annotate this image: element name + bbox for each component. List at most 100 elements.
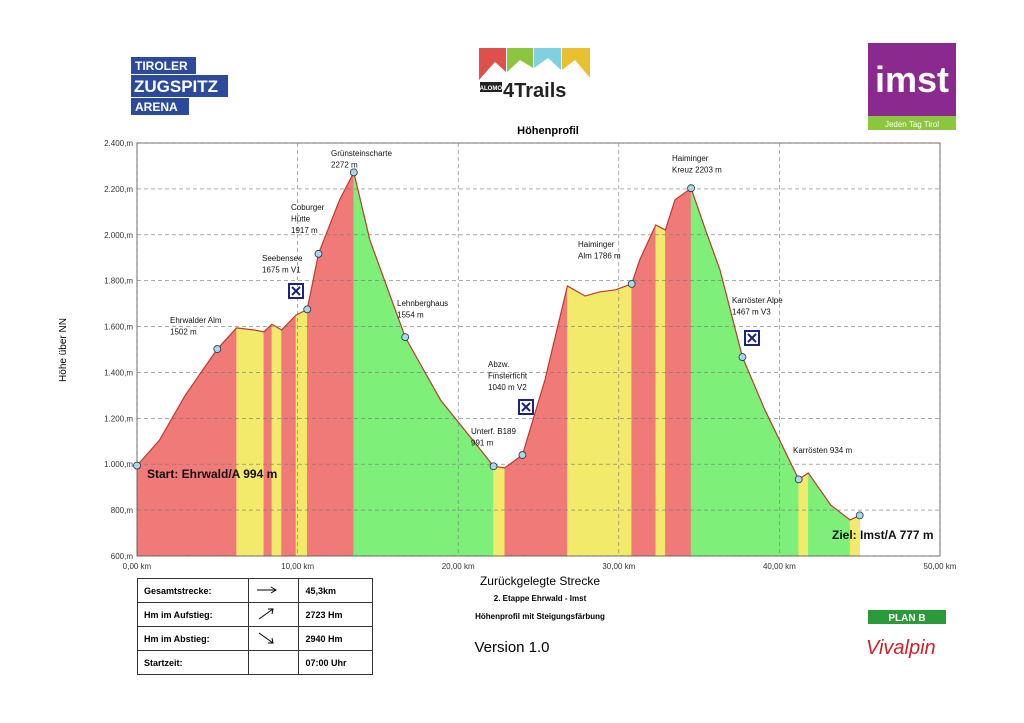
waypoint-label: 1467 m V3 xyxy=(732,308,771,317)
profile-segment xyxy=(742,356,766,557)
checkpoint xyxy=(744,330,760,346)
waypoint-marker xyxy=(518,451,527,459)
waypoint-label: 1040 m V2 xyxy=(488,383,527,392)
waypoint-label: 2272 m xyxy=(331,161,358,170)
x-axis-title: Zurückgelegte Strecke xyxy=(480,574,600,588)
cell: 45,3km xyxy=(298,578,373,603)
logo-box xyxy=(868,610,946,624)
logo-peak xyxy=(562,48,590,78)
profile-segment xyxy=(404,336,441,557)
x-tick-label: 10,00 km xyxy=(281,562,314,571)
waypoint-label: Abzw. xyxy=(488,360,509,369)
y-tick-label: 1.200,m xyxy=(104,414,133,423)
summary-row: Hm im Abstieg: 2940 Hm xyxy=(136,626,373,651)
waypoint-label: Haiminger xyxy=(578,240,615,249)
y-tick-label: 1.600,m xyxy=(104,323,133,332)
profile-segment xyxy=(263,323,273,557)
logo-peak xyxy=(507,48,533,72)
profile-segment xyxy=(440,399,481,557)
logo-box xyxy=(131,98,189,115)
waypoint-label: 991 m xyxy=(471,439,494,448)
waypoint-label: Lehnberghaus xyxy=(397,299,448,308)
logo-text: PLAN B xyxy=(888,613,925,624)
logo-box xyxy=(868,43,956,130)
arena-logo: TIROLER ZUGSPITZ ARENA xyxy=(131,57,228,115)
waypoint-marker xyxy=(738,353,747,361)
checkpoint xyxy=(518,399,534,415)
cell: 07:00 Uhr xyxy=(298,650,373,675)
waypoint-label: 1554 m xyxy=(397,311,424,320)
waypoint-label: Grünsteinscharte xyxy=(331,149,392,158)
waypoint-marker xyxy=(349,168,358,177)
arrow xyxy=(248,578,300,603)
logo-text: TIROLER xyxy=(135,59,188,73)
chart-title: Höhenprofil xyxy=(517,125,579,137)
checkpoint-icons xyxy=(288,283,760,415)
profile-segment xyxy=(217,327,237,557)
x-tick-label: 0,00 km xyxy=(123,562,152,571)
y-tick-label: 600,m xyxy=(111,552,134,561)
logo-text: SALOMON xyxy=(476,86,507,92)
waypoint-marker xyxy=(627,279,636,288)
waypoint-marker xyxy=(489,462,498,471)
waypoint-label: Karröster Alpe xyxy=(732,296,783,305)
profile-segment xyxy=(271,323,282,557)
arrow xyxy=(248,626,300,651)
waypoint-label: Alm 1786 m xyxy=(578,252,621,261)
cell: 2723 Hm xyxy=(298,602,373,627)
logo-peak xyxy=(479,48,506,80)
cell xyxy=(248,650,300,675)
plot-frame xyxy=(136,142,941,557)
waypoint-label: Unterf. B189 xyxy=(471,427,516,436)
profile-segment xyxy=(567,285,586,557)
x-tick-label: 20,00 km xyxy=(442,562,475,571)
cell: Hm im Aufstieg: xyxy=(136,602,250,627)
logo-peak xyxy=(534,48,561,70)
profile-segment xyxy=(339,172,355,557)
profile-segment xyxy=(665,199,676,557)
logo-box xyxy=(868,116,956,130)
profile-segment xyxy=(808,472,832,557)
waypoint-marker xyxy=(213,345,222,353)
waypoint-marker xyxy=(794,475,803,484)
cell: Hm im Abstieg: xyxy=(136,626,250,651)
subtitle: Höhenprofil mit Steigungsfärbung xyxy=(475,612,605,621)
waypoint-label: Ehrwalder Alm xyxy=(170,316,222,325)
checkpoint xyxy=(288,283,304,299)
logo-text: 4Trails xyxy=(503,80,566,102)
x-tick-label: 40,00 km xyxy=(763,562,796,571)
subtitle: 2. Etappe Ehrwald - Imst xyxy=(494,594,587,603)
waypoint-label: 1675 m V1 xyxy=(262,266,301,275)
summary-row: Gesamtstrecke: 45,3km xyxy=(136,578,373,603)
waypoint-label: Kreuz 2203 m xyxy=(672,166,722,175)
waypoint-marker xyxy=(133,461,141,470)
waypoint-label: Finsterficht xyxy=(488,372,528,381)
profile-segment xyxy=(584,291,600,557)
waypoint-marker xyxy=(303,305,312,314)
y-tick-label: 2.200,m xyxy=(104,185,133,194)
profile-segment xyxy=(184,348,218,557)
profile-segment xyxy=(764,409,799,557)
logo-text: imst xyxy=(875,59,949,100)
imst-logo: imst Jeden Tag Tirol xyxy=(868,43,956,130)
waypoint-marker xyxy=(401,333,410,342)
waypoint-marker xyxy=(314,249,323,258)
waypoint-label: 1502 m xyxy=(170,328,197,337)
logo-text: Vivalpin xyxy=(866,637,936,659)
y-tick-label: 1.000,m xyxy=(104,460,133,469)
profile-segment xyxy=(690,188,706,557)
waypoint-label: 1917 m xyxy=(291,226,318,235)
logo-box xyxy=(131,75,228,97)
cell: 2940 Hm xyxy=(298,626,373,651)
summary-row: Hm im Aufstieg: 2723 Hm xyxy=(136,602,373,627)
y-tick-label: 1.800,m xyxy=(104,277,133,286)
y-tick-label: 1.400,m xyxy=(104,368,133,377)
profile-segment xyxy=(705,229,721,557)
waypoint-label: Start: Ehrwald/A 994 m xyxy=(147,467,277,481)
profile-segment xyxy=(253,329,265,557)
waypoint-label: Hütte xyxy=(291,215,311,224)
profile-segment xyxy=(504,454,523,557)
x-tick-label: 30,00 km xyxy=(602,562,635,571)
